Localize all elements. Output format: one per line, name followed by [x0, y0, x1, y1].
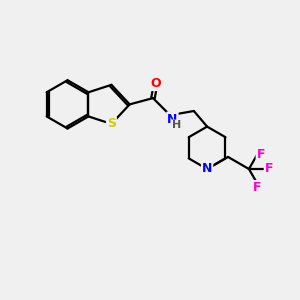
Text: H: H	[172, 121, 181, 130]
Text: N: N	[167, 112, 178, 125]
Text: F: F	[253, 181, 261, 194]
Text: F: F	[265, 163, 273, 176]
Text: O: O	[150, 77, 161, 90]
Text: F: F	[256, 148, 265, 161]
Text: S: S	[107, 117, 116, 130]
Text: N: N	[202, 163, 212, 176]
